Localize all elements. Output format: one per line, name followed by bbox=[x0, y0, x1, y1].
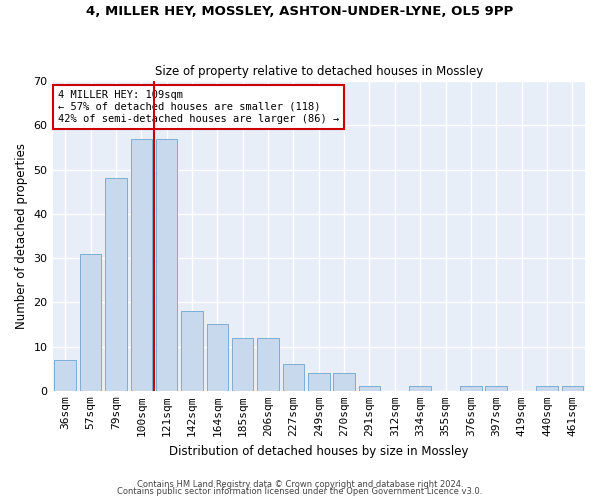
Bar bbox=[359, 386, 380, 391]
Bar bbox=[156, 138, 178, 391]
Bar bbox=[334, 373, 355, 391]
Text: 4 MILLER HEY: 109sqm
← 57% of detached houses are smaller (118)
42% of semi-deta: 4 MILLER HEY: 109sqm ← 57% of detached h… bbox=[58, 90, 339, 124]
Y-axis label: Number of detached properties: Number of detached properties bbox=[15, 143, 28, 329]
Bar bbox=[206, 324, 228, 391]
Bar bbox=[536, 386, 558, 391]
Bar bbox=[485, 386, 507, 391]
X-axis label: Distribution of detached houses by size in Mossley: Distribution of detached houses by size … bbox=[169, 444, 469, 458]
Bar bbox=[562, 386, 583, 391]
Bar bbox=[131, 138, 152, 391]
Bar bbox=[257, 338, 279, 391]
Bar bbox=[283, 364, 304, 391]
Bar bbox=[460, 386, 482, 391]
Bar bbox=[409, 386, 431, 391]
Title: Size of property relative to detached houses in Mossley: Size of property relative to detached ho… bbox=[155, 66, 483, 78]
Bar bbox=[55, 360, 76, 391]
Bar bbox=[232, 338, 253, 391]
Text: Contains HM Land Registry data © Crown copyright and database right 2024.: Contains HM Land Registry data © Crown c… bbox=[137, 480, 463, 489]
Bar bbox=[181, 311, 203, 391]
Bar bbox=[308, 373, 329, 391]
Text: 4, MILLER HEY, MOSSLEY, ASHTON-UNDER-LYNE, OL5 9PP: 4, MILLER HEY, MOSSLEY, ASHTON-UNDER-LYN… bbox=[86, 5, 514, 18]
Bar bbox=[105, 178, 127, 391]
Text: Contains public sector information licensed under the Open Government Licence v3: Contains public sector information licen… bbox=[118, 487, 482, 496]
Bar bbox=[80, 254, 101, 391]
